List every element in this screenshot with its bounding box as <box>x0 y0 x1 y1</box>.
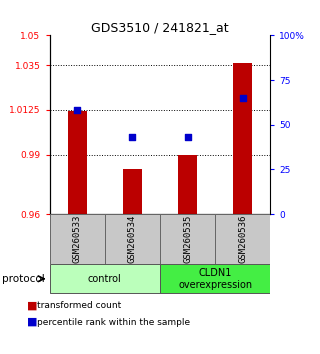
Point <box>130 135 135 140</box>
Title: GDS3510 / 241821_at: GDS3510 / 241821_at <box>91 21 229 34</box>
Text: ■: ■ <box>27 300 38 310</box>
Point <box>75 108 80 113</box>
Text: CLDN1
overexpression: CLDN1 overexpression <box>178 268 252 290</box>
Bar <box>68 111 87 214</box>
Point <box>185 135 190 140</box>
Bar <box>50 214 105 264</box>
Bar <box>178 155 197 214</box>
Bar <box>215 214 270 264</box>
Text: transformed count: transformed count <box>37 301 121 310</box>
Text: GSM260534: GSM260534 <box>128 215 137 263</box>
Bar <box>233 63 252 214</box>
Text: protocol: protocol <box>2 274 44 284</box>
Text: percentile rank within the sample: percentile rank within the sample <box>37 318 190 327</box>
Bar <box>160 264 270 293</box>
Text: GSM260536: GSM260536 <box>238 215 247 263</box>
Bar <box>123 170 142 214</box>
Bar <box>160 214 215 264</box>
Point <box>240 95 245 101</box>
Text: GSM260535: GSM260535 <box>183 215 192 263</box>
Bar <box>105 214 160 264</box>
Text: GSM260533: GSM260533 <box>73 215 82 263</box>
Bar <box>50 264 160 293</box>
Text: control: control <box>88 274 122 284</box>
Text: ■: ■ <box>27 317 38 327</box>
